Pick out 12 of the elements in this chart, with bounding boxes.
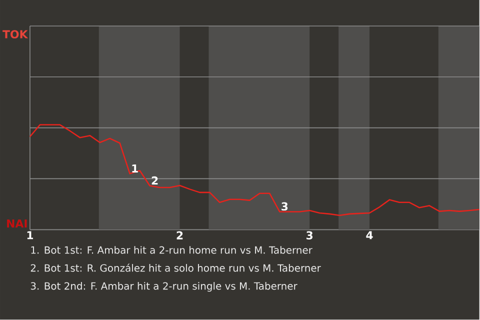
text: NAI — [7, 220, 27, 228]
x-tick-label: 2 — [176, 231, 183, 240]
annotation: 2 — [152, 176, 158, 185]
text: 2. Bot 1st: R. González hit a solo home run vs M. Taberner — [30, 264, 321, 272]
annotation: 3 — [282, 202, 288, 211]
text: TOK — [2, 30, 28, 39]
x-tick-label: 4 — [366, 231, 373, 240]
annotation: 1 — [132, 164, 138, 173]
x-tick-label: 1 — [27, 231, 34, 240]
text: 1. Bot 1st: F. Ambar hit a 2-run home run vs M. Taberner — [31, 246, 312, 254]
x-tick-label: 3 — [306, 231, 313, 240]
text: 3. Bot 2nd: F. Ambar hit a 2-run single vs M. Taberner — [30, 282, 298, 292]
